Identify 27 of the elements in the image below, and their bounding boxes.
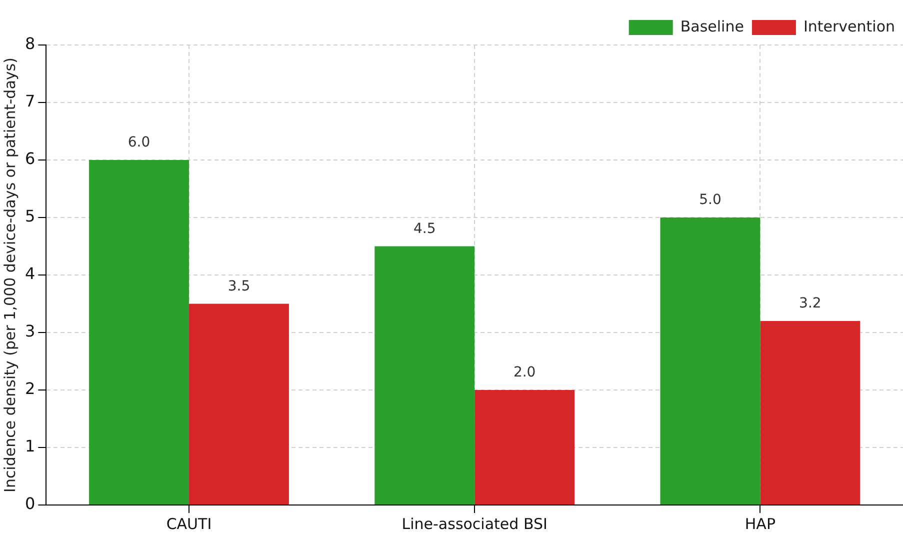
bar	[760, 321, 860, 504]
y-tick-label: 2	[24, 379, 36, 398]
data-label: 2.0	[513, 364, 536, 381]
y-tick-label: 7	[24, 92, 36, 111]
bar	[660, 218, 760, 504]
y-axis-title: Incidence density (per 1,000 device-days or patient-days)	[0, 58, 19, 492]
y-tick-label: 3	[24, 322, 36, 341]
y-tick-label: 1	[24, 436, 36, 456]
bar	[374, 246, 475, 504]
x-tick-label: Line-associated BSI	[402, 514, 548, 533]
x-tick-label: HAP	[744, 514, 776, 533]
y-tick-label: 4	[24, 264, 36, 284]
legend-label: Baseline	[680, 17, 744, 36]
legend-label: Intervention	[803, 17, 896, 36]
bar	[188, 304, 289, 504]
data-label: 4.5	[413, 220, 436, 237]
data-label: 5.0	[699, 192, 722, 208]
y-tick-label: 6	[24, 149, 36, 168]
bar	[89, 160, 189, 504]
data-label: 3.2	[799, 296, 822, 312]
y-tick-label: 0	[24, 494, 36, 514]
x-tick-label: CAUTI	[166, 514, 212, 533]
data-label: 3.5	[228, 278, 250, 294]
data-label: 6.0	[128, 134, 150, 151]
y-tick-label: 5	[24, 206, 36, 226]
bar	[474, 390, 575, 504]
y-tick-label: 8	[24, 34, 36, 54]
